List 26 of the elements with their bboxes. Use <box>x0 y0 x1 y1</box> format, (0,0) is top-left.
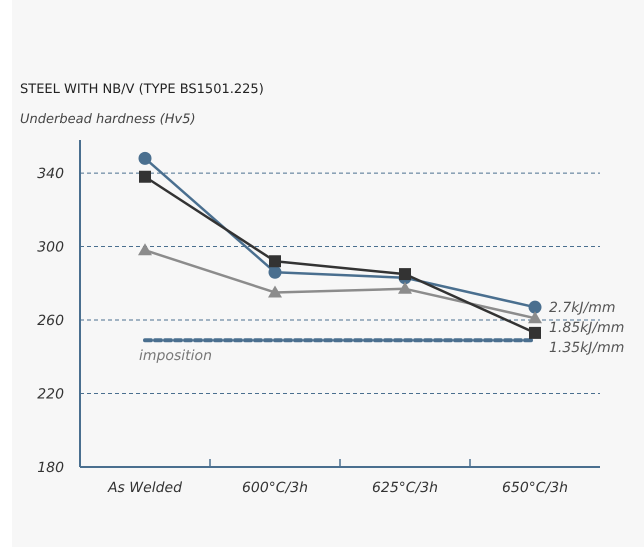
series-label: 1.35kJ/mm <box>549 340 624 356</box>
y-tick-label: 260 <box>37 312 64 329</box>
y-axis-title: Underbead hardness (Hv5) <box>20 112 196 127</box>
chart-title: STEEL WITH NB/V (TYPE BS1501.225) <box>20 82 264 97</box>
x-tick-label: 625°C/3h <box>372 480 438 496</box>
y-tick-label: 180 <box>37 460 64 476</box>
point <box>268 285 282 298</box>
point <box>139 170 151 183</box>
point <box>528 300 542 314</box>
point <box>138 152 152 165</box>
x-tick-label: As Welded <box>106 480 182 496</box>
point <box>529 326 541 339</box>
ref-line-label: imposition <box>139 348 212 364</box>
series-label: 1.85kJ/mm <box>549 320 624 336</box>
point <box>399 268 411 280</box>
y-tick-label: 340 <box>37 166 64 182</box>
point <box>268 266 282 279</box>
point <box>528 311 542 324</box>
x-tick-label: 650°C/3h <box>502 480 568 496</box>
series-label: 2.7kJ/mm <box>549 300 616 316</box>
point <box>138 243 152 256</box>
point <box>398 282 412 294</box>
point <box>269 255 281 268</box>
y-tick-label: 220 <box>37 386 64 402</box>
y-tick-label: 300 <box>37 239 64 256</box>
x-tick-label: 600°C/3h <box>242 480 308 496</box>
